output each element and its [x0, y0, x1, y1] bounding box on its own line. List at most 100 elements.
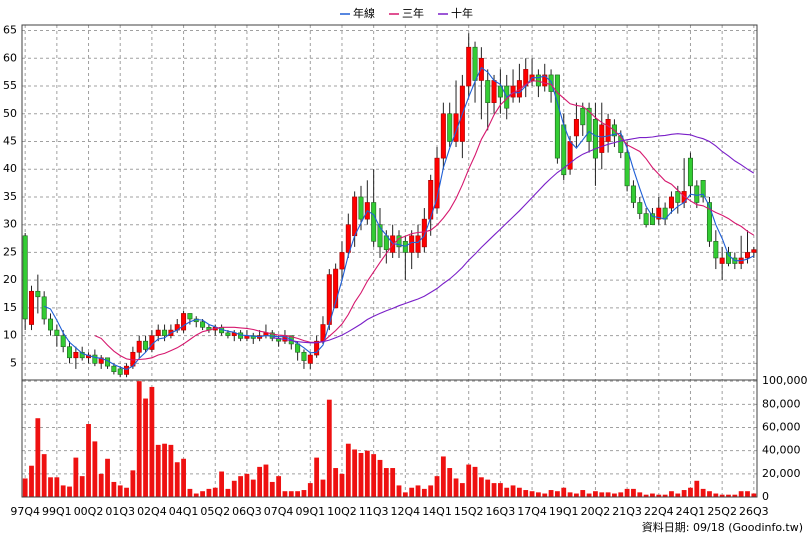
candle-body — [250, 335, 256, 339]
candle-body — [719, 257, 725, 264]
x-tick-label: 09Q1 — [295, 505, 325, 518]
candle-body — [60, 335, 66, 348]
volume-bar — [130, 470, 136, 497]
volume-bar — [168, 444, 174, 497]
candle-body — [92, 354, 98, 364]
volume-bar — [288, 491, 294, 497]
x-tick-label: 26Q3 — [739, 505, 769, 518]
volume-bar — [29, 465, 34, 497]
volume-bar — [244, 473, 250, 497]
volume-bar — [111, 481, 117, 497]
candle-body — [630, 185, 636, 203]
volume-bar — [250, 479, 256, 497]
volume-bar — [415, 485, 421, 497]
volume-bar — [637, 492, 643, 497]
candle-body — [409, 235, 415, 253]
x-tick-label: 20Q2 — [581, 505, 611, 518]
volume-bar — [504, 487, 510, 497]
volume-bar — [586, 493, 592, 497]
y2-tick-label: 100,000 — [762, 374, 808, 387]
candle-body — [751, 249, 757, 253]
ma-line — [43, 66, 755, 371]
y2-tick-label: 20,000 — [762, 467, 801, 480]
volume-bar — [143, 398, 148, 497]
volume-bar — [149, 386, 155, 497]
x-tick-label: 97Q4 — [10, 505, 40, 518]
volume-bar — [60, 485, 66, 497]
volume-bar — [745, 491, 750, 497]
volume-bar — [174, 462, 180, 497]
candle-body — [155, 329, 161, 336]
volume-bar — [364, 450, 370, 497]
x-tick-label: 00Q2 — [74, 505, 104, 518]
candle-body — [637, 202, 643, 214]
candle-body — [706, 202, 712, 242]
volume-bar — [339, 473, 345, 497]
legend-label: 年線 — [353, 6, 375, 20]
candle-body — [434, 157, 440, 209]
volume-bar — [751, 493, 757, 497]
candle-body — [643, 213, 649, 225]
volume-bar — [295, 491, 301, 497]
x-tick-label: 07Q4 — [264, 505, 294, 518]
volume-bar — [447, 468, 453, 497]
candle-body — [415, 235, 421, 253]
volume-bar — [713, 493, 719, 497]
ma-line — [94, 80, 755, 361]
y2-tick-label: 80,000 — [762, 397, 801, 410]
volume-bar — [193, 493, 199, 497]
volume-bar — [542, 493, 548, 497]
volume-bar — [726, 494, 731, 497]
volume-bar — [105, 458, 110, 497]
volume-bar — [485, 479, 491, 497]
volume-bar — [22, 478, 28, 497]
x-tick-label: 11Q3 — [359, 505, 389, 518]
volume-bar — [67, 486, 72, 497]
candle-body — [491, 80, 497, 103]
candle-body — [67, 346, 73, 359]
legend-label: 十年 — [451, 6, 473, 20]
volume-bar — [282, 491, 288, 497]
volume-bar — [700, 488, 706, 497]
candle-body — [73, 351, 79, 359]
volume-bar — [510, 485, 516, 497]
volume-bar — [98, 473, 104, 497]
candle-body — [687, 157, 693, 187]
volume-bar — [155, 444, 161, 497]
volume-bar — [472, 466, 478, 497]
candle-body — [744, 252, 750, 259]
y-tick-label: 15 — [3, 301, 17, 314]
y-tick-label: 10 — [3, 329, 17, 342]
volume-bar — [238, 476, 243, 497]
volume-bar — [124, 487, 129, 497]
candle-body — [472, 46, 478, 81]
volume-bar — [352, 449, 358, 497]
volume-bar — [656, 494, 662, 497]
volume-bar — [694, 480, 700, 497]
candle-body — [573, 118, 579, 137]
x-tick-label: 15Q2 — [454, 505, 484, 518]
volume-bar — [263, 464, 269, 497]
volume-bar — [187, 488, 193, 497]
y-tick-label: 30 — [3, 218, 17, 231]
volume-bar — [561, 487, 567, 497]
volume-bar — [333, 468, 339, 497]
volume-bar — [643, 494, 649, 497]
candle-body — [41, 296, 47, 320]
candle-body — [295, 343, 301, 353]
candle-body — [333, 268, 339, 309]
volume-bar — [707, 491, 712, 497]
volume-bar — [269, 481, 275, 497]
x-tick-label: 05Q2 — [200, 505, 230, 518]
candle-body — [345, 224, 351, 253]
volume-bar — [86, 424, 91, 497]
volume-bar — [117, 485, 123, 497]
candle-body — [592, 118, 598, 159]
legend-label: 三年 — [402, 6, 424, 20]
volume-bar — [440, 456, 446, 497]
candle-body — [656, 207, 662, 220]
candle-body — [713, 241, 719, 259]
candle-body — [301, 351, 307, 361]
candle-body — [111, 365, 117, 372]
